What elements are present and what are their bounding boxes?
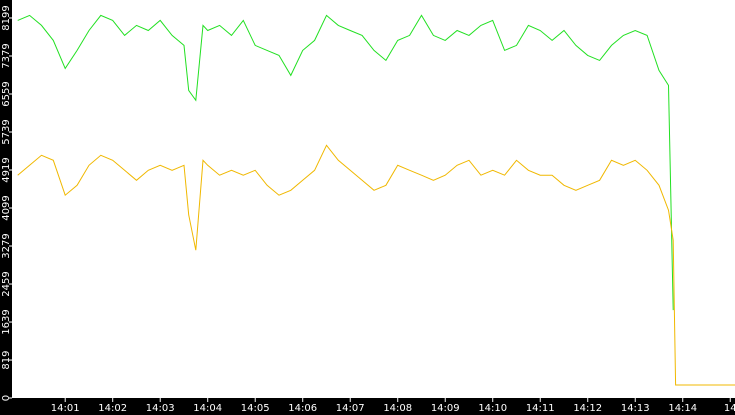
x-tick-label: 14:09 [431,403,460,414]
x-tick-label: 14:04 [193,403,222,414]
series-line [17,14,674,311]
x-tick-label: 14:07 [336,403,365,414]
y-tick-label: 5739 [1,119,12,144]
y-tick-label: 4919 [1,157,12,182]
x-tick-label: 14:11 [526,403,555,414]
y-tick-label: 7379 [1,43,12,68]
y-tick-label: 3279 [1,233,12,258]
y-tick-label: 2459 [1,271,12,296]
x-tick-label: 14:13 [621,403,650,414]
x-tick-label: 14:08 [383,403,412,414]
series-line [17,144,735,386]
x-tick-label: 14:03 [146,403,175,414]
y-tick-label: 1639 [1,309,12,334]
y-tick-label: 6559 [1,81,12,106]
y-tick-label: 8199 [1,5,12,30]
x-tick-label: 14:10 [478,403,507,414]
x-tick-label: 14 [724,403,735,414]
y-tick-label: 0 [1,395,12,401]
x-tick-label: 14:02 [98,403,127,414]
y-tick-label: 4099 [1,195,12,220]
x-tick-label: 14:01 [51,403,80,414]
x-tick-label: 14:14 [668,403,697,414]
x-tick-label: 14:12 [573,403,602,414]
x-tick-label: 14:06 [288,403,317,414]
x-tick-label: 14:05 [241,403,270,414]
plot-area [12,0,735,398]
y-tick-label: 819 [1,350,12,369]
